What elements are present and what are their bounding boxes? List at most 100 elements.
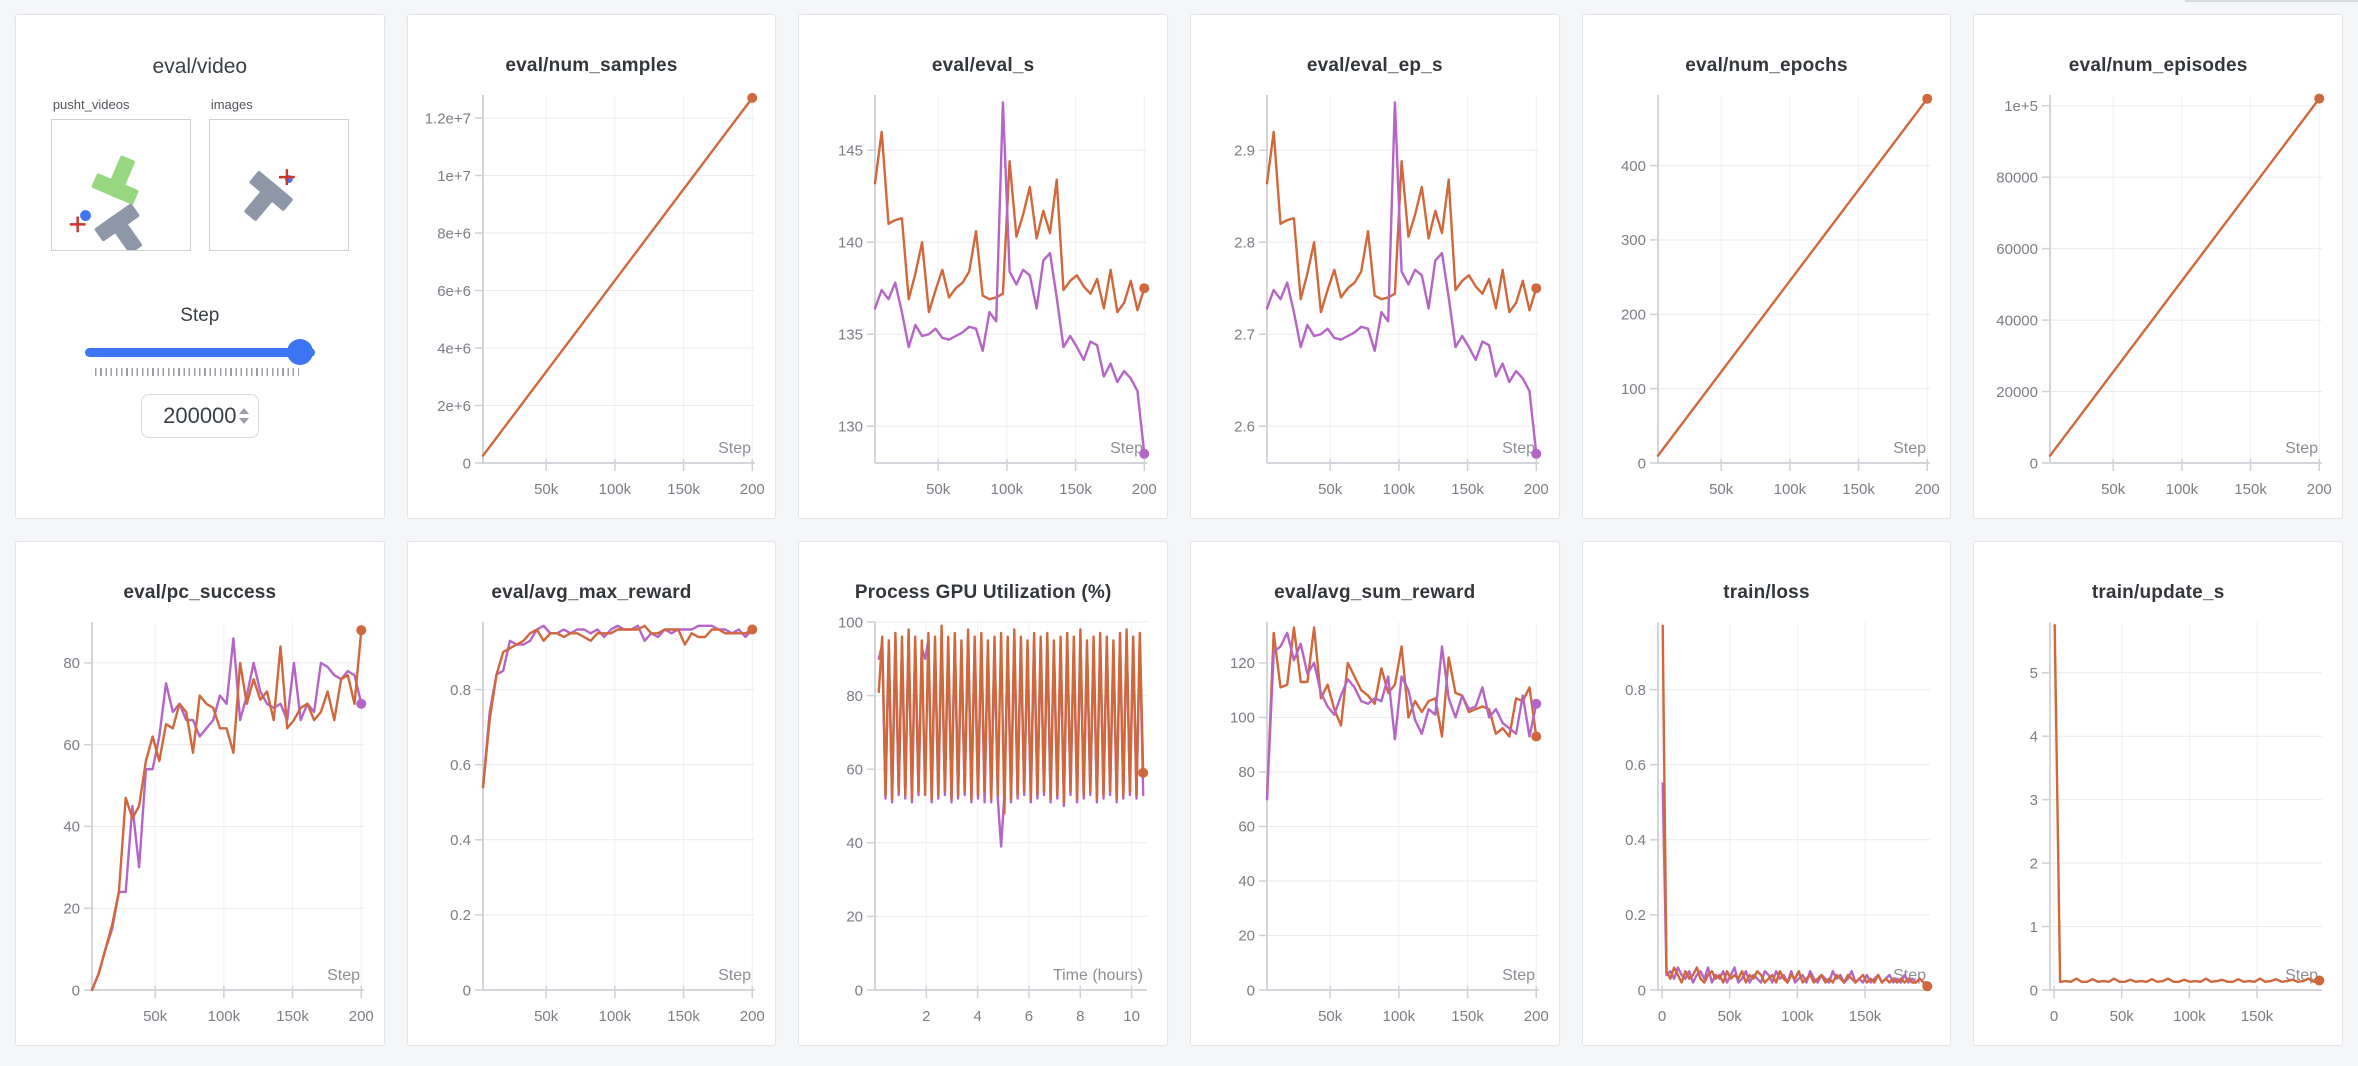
chart-title: train/update_s bbox=[2091, 582, 2225, 603]
svg-text:0.8: 0.8 bbox=[451, 682, 472, 699]
chart-title: eval/eval_s bbox=[931, 55, 1035, 76]
svg-text:50k: 50k bbox=[143, 1008, 168, 1025]
svg-text:50k: 50k bbox=[1710, 481, 1735, 498]
svg-text:60: 60 bbox=[63, 737, 80, 754]
svg-text:200: 200 bbox=[1524, 481, 1549, 498]
svg-text:3: 3 bbox=[2030, 792, 2038, 809]
panel-eval-avg-sum-reward: eval/avg_sum_reward 0 20 40 60 80 100 120 50k 10… bbox=[1189, 541, 1560, 1046]
media-label: images bbox=[210, 97, 253, 112]
svg-text:50k: 50k bbox=[2110, 1008, 2135, 1025]
svg-text:0: 0 bbox=[855, 982, 863, 999]
panel-eval-eval-ep-s: eval/eval_ep_s 2.6 2.7 2.8 2.9 50k 100k 150k 20… bbox=[1189, 14, 1560, 519]
svg-text:100k: 100k bbox=[599, 481, 632, 498]
chart-title: eval/pc_success bbox=[123, 582, 277, 603]
svg-text:400: 400 bbox=[1621, 158, 1646, 175]
svg-text:0.8: 0.8 bbox=[1626, 682, 1647, 699]
media-pusht-videos: pusht_videos bbox=[50, 97, 191, 251]
stepper-down-icon[interactable] bbox=[238, 418, 249, 424]
gray-t-shape bbox=[94, 203, 142, 250]
svg-text:100k: 100k bbox=[1382, 481, 1415, 498]
step-slider-track[interactable] bbox=[84, 348, 315, 357]
panel-eval-num-samples: eval/num_samples 0 2e+6 4e+6 6e+6 8e+6 1e+7 1.… bbox=[406, 14, 777, 519]
svg-text:200: 200 bbox=[1915, 481, 1940, 498]
svg-text:60000: 60000 bbox=[1996, 241, 2038, 258]
panel-eval-num-epochs: eval/num_epochs 0 100 200 300 400 50k 100k 150k… bbox=[1581, 14, 1952, 519]
svg-text:Step: Step bbox=[1894, 440, 1927, 457]
chart-gpu-utilization[interactable]: 0 20 40 60 80 100 2 4 6 8 10 Time (hours) bbox=[809, 610, 1157, 1040]
agent-dot bbox=[79, 210, 91, 221]
svg-text:100k: 100k bbox=[1782, 1008, 1815, 1025]
panel-title: eval/video bbox=[152, 55, 248, 78]
panel-eval-video: eval/video pusht_videos bbox=[15, 14, 385, 519]
svg-text:100: 100 bbox=[1230, 710, 1255, 727]
svg-text:4: 4 bbox=[2030, 728, 2038, 745]
svg-text:2.9: 2.9 bbox=[1234, 142, 1255, 159]
svg-text:0: 0 bbox=[2030, 455, 2038, 472]
svg-text:2e+6: 2e+6 bbox=[438, 398, 472, 415]
svg-text:Step: Step bbox=[1110, 440, 1143, 457]
panel-eval-num-episodes: eval/num_episodes 0 20000 40000 60000 80000 1… bbox=[1973, 14, 2343, 519]
step-slider[interactable] bbox=[84, 339, 315, 365]
svg-text:2: 2 bbox=[2030, 855, 2038, 872]
svg-text:100k: 100k bbox=[2166, 481, 2199, 498]
svg-text:200: 200 bbox=[1132, 481, 1157, 498]
slider-tick-marks bbox=[94, 368, 299, 376]
svg-text:4e+6: 4e+6 bbox=[438, 340, 472, 357]
svg-text:200: 200 bbox=[1524, 1008, 1549, 1025]
svg-text:0: 0 bbox=[2050, 1008, 2058, 1025]
svg-text:0: 0 bbox=[1246, 982, 1254, 999]
stepper-up-icon[interactable] bbox=[238, 408, 249, 414]
chart-eval-num-episodes[interactable]: 0 20000 40000 60000 80000 1e+5 50k 100k 150k 200 S… bbox=[1984, 83, 2332, 513]
svg-text:0: 0 bbox=[463, 982, 471, 999]
target-cross-icon bbox=[69, 216, 86, 233]
svg-text:40: 40 bbox=[63, 819, 80, 836]
chart-title: eval/avg_max_reward bbox=[491, 582, 692, 603]
chart-eval-avg-sum-reward[interactable]: 0 20 40 60 80 100 120 50k 100k 150k 200 Step bbox=[1201, 610, 1549, 1040]
svg-text:50k: 50k bbox=[1318, 1008, 1343, 1025]
svg-text:120: 120 bbox=[1230, 655, 1255, 672]
chart-title: Process GPU Utilization (%) bbox=[854, 582, 1112, 603]
svg-text:150k: 150k bbox=[1451, 481, 1484, 498]
chart-title: eval/num_episodes bbox=[2068, 55, 2248, 76]
svg-text:20: 20 bbox=[63, 900, 80, 917]
svg-text:0: 0 bbox=[71, 982, 79, 999]
panel-eval-pc-success: eval/pc_success 0 20 40 60 80 50k 100k 150k 200 S… bbox=[15, 541, 385, 1046]
svg-text:4: 4 bbox=[974, 1008, 982, 1025]
svg-text:150k: 150k bbox=[1849, 1008, 1882, 1025]
svg-text:200: 200 bbox=[1621, 307, 1646, 324]
gray-t-shape bbox=[244, 171, 293, 221]
svg-text:Step: Step bbox=[719, 967, 752, 984]
panel-train-update-s: train/update_s 0 1 2 3 4 5 0 50k 100k 150k Step bbox=[1973, 541, 2343, 1046]
svg-text:150k: 150k bbox=[668, 481, 701, 498]
svg-text:200: 200 bbox=[740, 1008, 765, 1025]
step-slider-label: Step bbox=[180, 305, 220, 326]
chart-eval-pc-success[interactable]: 0 20 40 60 80 50k 100k 150k 200 Step bbox=[26, 610, 374, 1040]
svg-text:50k: 50k bbox=[535, 1008, 560, 1025]
svg-text:50k: 50k bbox=[1718, 1008, 1743, 1025]
svg-text:2.6: 2.6 bbox=[1234, 418, 1255, 435]
svg-text:150k: 150k bbox=[276, 1008, 309, 1025]
chart-eval-eval-ep-s[interactable]: 2.6 2.7 2.8 2.9 50k 100k 150k 200 Step bbox=[1201, 83, 1549, 513]
svg-text:20000: 20000 bbox=[1996, 384, 2038, 401]
svg-text:2.7: 2.7 bbox=[1234, 326, 1255, 343]
images-thumbnail[interactable] bbox=[208, 119, 349, 251]
svg-text:8: 8 bbox=[1076, 1008, 1084, 1025]
pusht-video-thumbnail[interactable] bbox=[50, 119, 191, 251]
chart-eval-avg-max-reward[interactable]: 0 0.2 0.4 0.6 0.8 50k 100k 150k 200 Step bbox=[417, 610, 765, 1040]
step-number-input[interactable]: 200000 bbox=[140, 394, 259, 438]
svg-text:100k: 100k bbox=[599, 1008, 632, 1025]
chart-eval-num-epochs[interactable]: 0 100 200 300 400 50k 100k 150k 200 Step bbox=[1592, 83, 1940, 513]
svg-text:40000: 40000 bbox=[1996, 312, 2038, 329]
media-label: pusht_videos bbox=[52, 97, 130, 112]
step-slider-handle[interactable] bbox=[286, 339, 313, 365]
svg-text:100k: 100k bbox=[1382, 1008, 1415, 1025]
chart-eval-num-samples[interactable]: 0 2e+6 4e+6 6e+6 8e+6 1e+7 1.2e+7 50k 100k 150k 20… bbox=[417, 83, 765, 513]
svg-text:300: 300 bbox=[1621, 232, 1646, 249]
svg-text:Step: Step bbox=[719, 440, 752, 457]
green-t-shape bbox=[91, 155, 139, 205]
svg-text:150k: 150k bbox=[2241, 1008, 2274, 1025]
chart-eval-eval-s[interactable]: 130 135 140 145 50k 100k 150k 200 Step bbox=[809, 83, 1157, 513]
